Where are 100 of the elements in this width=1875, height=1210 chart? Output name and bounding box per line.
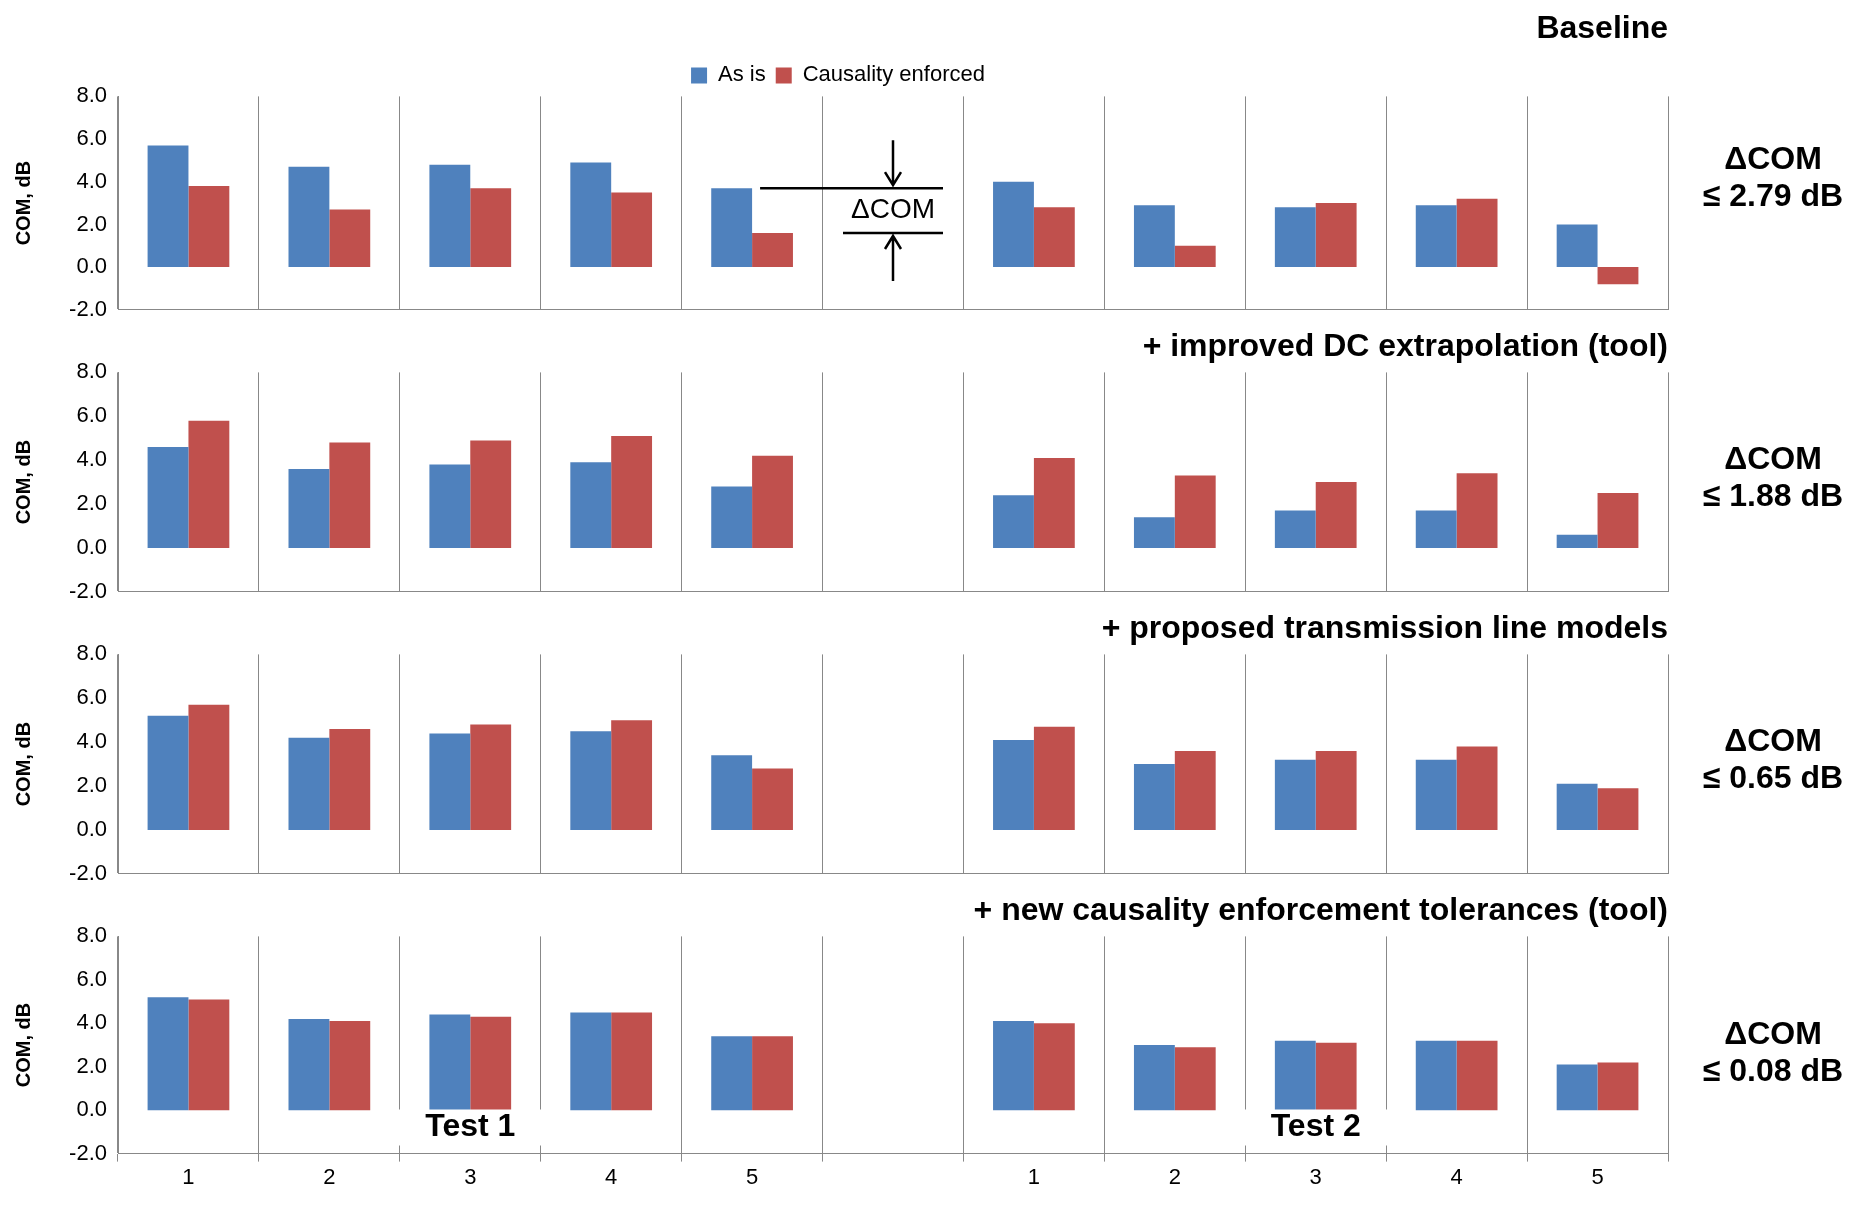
bar [611, 720, 653, 830]
bar [329, 1021, 371, 1111]
y-tick-label: 0.0 [76, 1096, 107, 1122]
annotation: Test 1 [425, 1107, 516, 1144]
y-tick-label: 2.0 [76, 490, 107, 516]
bar [1174, 750, 1216, 830]
bar [1556, 1064, 1598, 1111]
y-tick-label: 0.0 [76, 533, 107, 559]
bar [1415, 759, 1457, 830]
bar [1597, 267, 1639, 285]
x-tick-label: 2 [323, 1163, 336, 1189]
bar [1597, 1062, 1639, 1111]
bar [1274, 1040, 1316, 1111]
bar [993, 739, 1034, 830]
bar [1174, 245, 1216, 268]
y-axis-title: COM, dB [11, 160, 34, 246]
bar [188, 420, 230, 548]
bar [1033, 457, 1075, 548]
bar [470, 724, 512, 830]
annotation: ΔCOM [850, 193, 936, 225]
bar [611, 1012, 653, 1111]
bar [1456, 473, 1498, 548]
bar [611, 192, 653, 268]
bar [1597, 788, 1639, 830]
y-tick-label: 4.0 [76, 167, 107, 193]
bar [711, 1036, 753, 1111]
y-tick-label: 2.0 [76, 1052, 107, 1078]
x-tick-label: 2 [1168, 1163, 1181, 1189]
bar [1033, 207, 1075, 268]
y-tick-label: 4.0 [76, 446, 107, 472]
legend-label: As is [718, 61, 766, 87]
chart-title: + new causality enforcement tolerances (tool) [973, 891, 1668, 928]
y-tick-label: 6.0 [76, 965, 107, 991]
bar [570, 162, 612, 268]
text: ΔCOM ≤ 0.08 dB [1701, 1014, 1845, 1089]
bar [752, 768, 793, 830]
bar [570, 462, 612, 548]
bar [711, 188, 753, 268]
y-tick-label: 4.0 [76, 1009, 107, 1035]
bar [147, 145, 189, 268]
bar [993, 181, 1034, 268]
x-tick-label: 1 [182, 1163, 195, 1189]
bar [711, 486, 753, 548]
bar [1315, 482, 1357, 548]
bar [188, 186, 230, 268]
bar [1456, 1040, 1498, 1111]
y-tick-label: 8.0 [76, 640, 107, 666]
legend-label: Causality enforced [802, 61, 985, 87]
bar [429, 164, 471, 268]
x-tick-label: 5 [745, 1163, 759, 1189]
y-tick-label: -2.0 [69, 295, 107, 321]
bar [429, 733, 471, 830]
y-tick-label: -2.0 [69, 577, 107, 603]
bar [329, 442, 371, 548]
bar [1315, 1042, 1357, 1111]
bar [470, 188, 512, 268]
bar [288, 737, 330, 830]
x-tick-label: 1 [1027, 1163, 1041, 1189]
annotation: Test 2 [1270, 1107, 1361, 1144]
bar [1415, 205, 1457, 268]
bar [1133, 764, 1175, 830]
bar [429, 1014, 471, 1111]
y-tick-label: 0.0 [76, 253, 107, 279]
bar [1556, 224, 1598, 268]
y-tick-label: -2.0 [69, 859, 107, 885]
bar [470, 440, 512, 548]
bar [1456, 746, 1498, 830]
bar [1556, 783, 1598, 830]
x-tick-label: 3 [1309, 1163, 1322, 1189]
bar [188, 704, 230, 830]
bar [188, 999, 230, 1111]
chart-title: + proposed transmission line models [1101, 609, 1668, 646]
y-tick-label: 6.0 [76, 684, 107, 710]
y-tick-label: 2.0 [76, 772, 107, 798]
bar [1415, 1040, 1457, 1111]
bar [711, 755, 753, 830]
bar [752, 455, 793, 548]
bar [993, 1021, 1034, 1111]
bar [1274, 207, 1316, 268]
bar [147, 715, 189, 830]
bar [752, 1036, 793, 1111]
bar [1133, 1045, 1175, 1111]
bar [1033, 726, 1075, 830]
bar [147, 997, 189, 1111]
bar [329, 729, 371, 830]
bar [1415, 510, 1457, 548]
bar [1274, 759, 1316, 830]
y-tick-label: 8.0 [76, 82, 107, 108]
x-tick-label: 5 [1591, 1163, 1604, 1189]
y-axis-title: COM, dB [11, 439, 34, 525]
bar [329, 209, 371, 268]
bar [1315, 203, 1357, 268]
bar [288, 468, 330, 548]
bar [570, 1012, 612, 1111]
chart-title: + improved DC extrapolation (tool) [1142, 327, 1668, 364]
bar [147, 447, 189, 548]
y-tick-label: 6.0 [76, 402, 107, 428]
y-tick-label: 8.0 [76, 922, 107, 948]
bar [1033, 1023, 1075, 1111]
bar [1133, 205, 1175, 268]
